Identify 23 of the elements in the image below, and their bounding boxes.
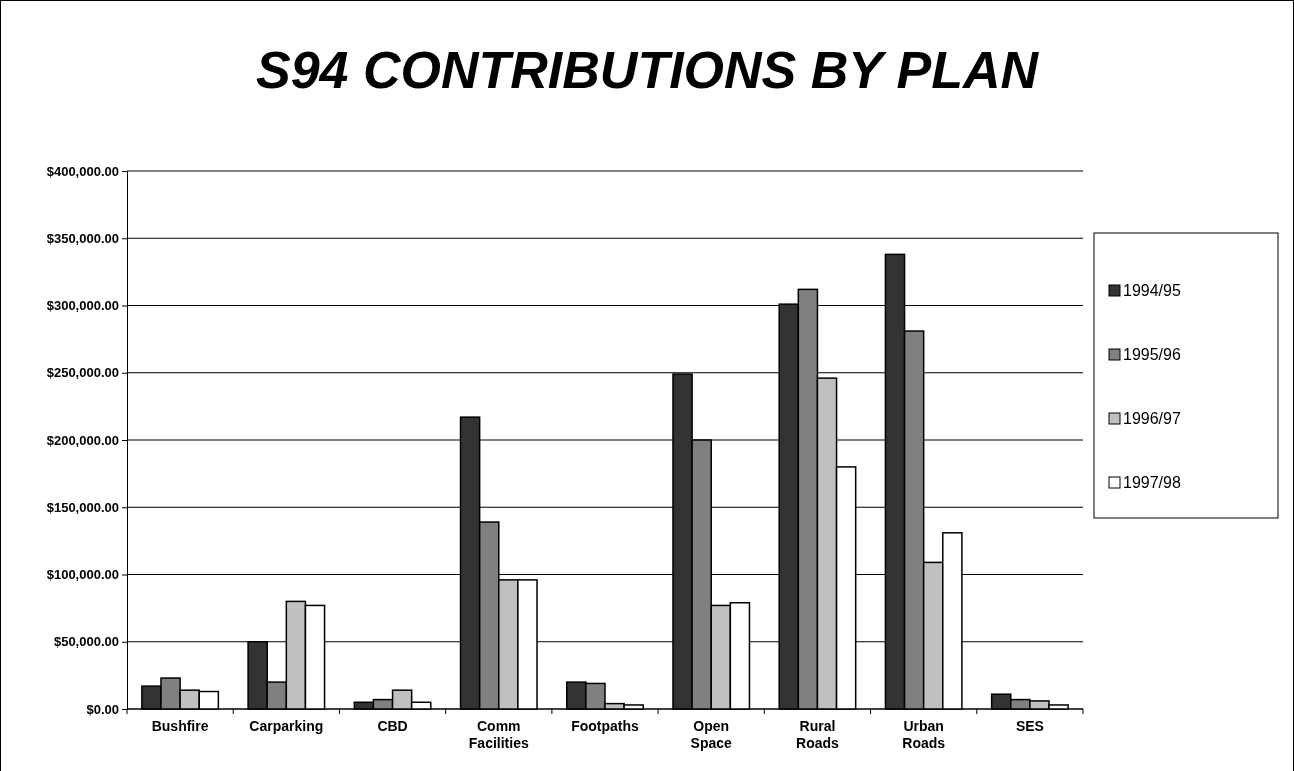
y-tick-label: $0.00: [86, 701, 119, 717]
y-tick-label: $300,000.00: [46, 298, 119, 314]
legend-label: 1994/95: [1123, 282, 1181, 299]
y-tick-label: $350,000.00: [46, 230, 119, 246]
y-tick-label: $100,000.00: [46, 567, 119, 583]
legend-label: 1995/96: [1123, 346, 1181, 363]
x-tick-label: SES: [1015, 718, 1044, 734]
y-tick-label: $50,000.00: [53, 634, 119, 650]
y-tick-label: $150,000.00: [46, 499, 119, 515]
x-tick-label: Comm Facilities: [468, 718, 529, 751]
x-tick-label: Bushfire: [151, 718, 209, 734]
legend-label: 1996/97: [1123, 410, 1181, 427]
x-tick-label: Carparking: [249, 718, 324, 734]
x-tick-label: Open Space: [690, 718, 733, 751]
legend-label: 1997/98: [1123, 474, 1181, 491]
x-tick-label: Rural Roads: [796, 718, 840, 751]
x-tick-label: Footpaths: [571, 718, 640, 734]
y-tick-label: $200,000.00: [46, 432, 119, 448]
y-tick-label: $250,000.00: [46, 365, 119, 381]
y-tick-label: $400,000.00: [46, 163, 119, 179]
x-tick-label: CBD: [377, 718, 408, 734]
x-tick-label: Urban Roads: [902, 718, 946, 751]
chart-title: S94 CONTRIBUTIONS BY PLAN: [255, 41, 1040, 99]
